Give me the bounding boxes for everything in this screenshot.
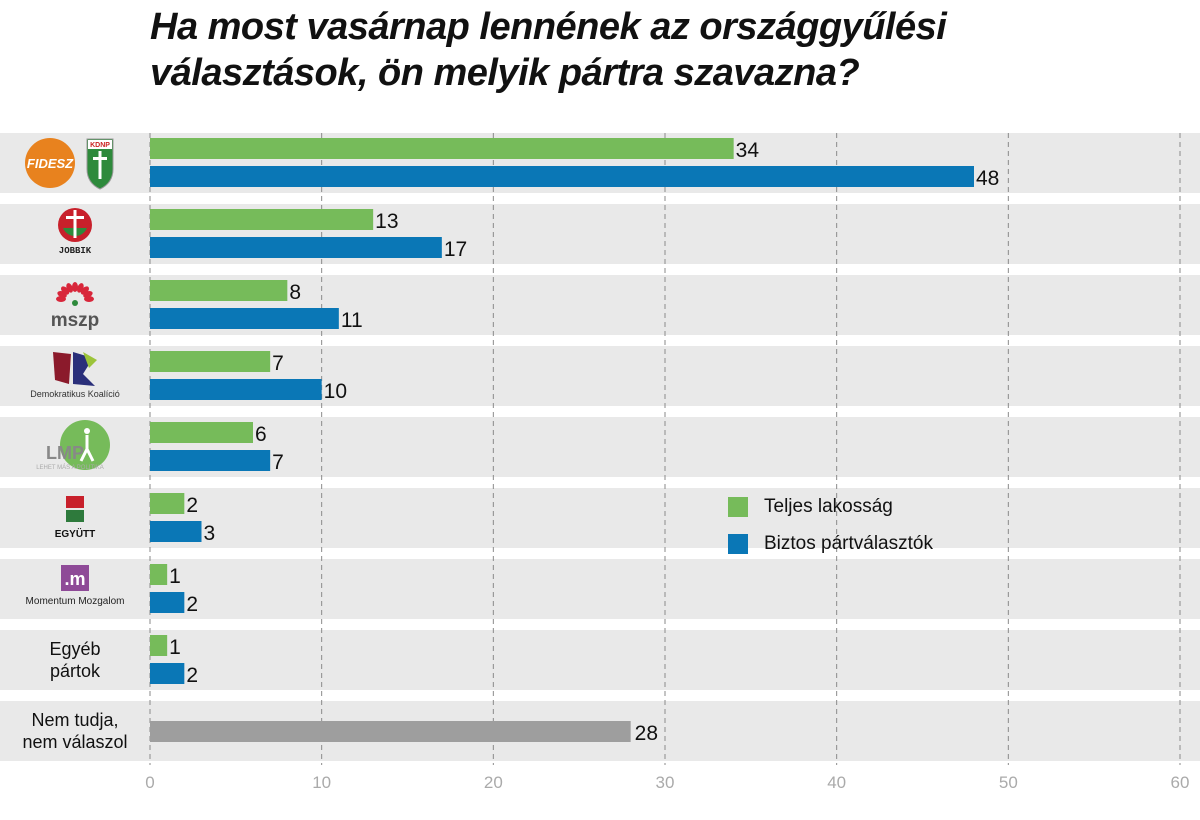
chart-title: Ha most vasárnap lennének az országgyűlé… bbox=[150, 4, 947, 96]
data-label: 11 bbox=[341, 309, 363, 332]
legend-swatch-green bbox=[728, 496, 748, 517]
bar-teljes bbox=[150, 209, 374, 230]
egyutt-text: EGYÜTT bbox=[55, 527, 96, 540]
momentum-logo: .m Momentum Mozgalom bbox=[26, 565, 125, 607]
egyutt-red bbox=[66, 496, 84, 508]
dk-text: Demokratikus Koalíció bbox=[30, 389, 120, 399]
jobbik-logo: JOBBIK bbox=[58, 208, 92, 256]
data-label: 28 bbox=[635, 722, 658, 745]
dk-logo: Demokratikus Koalíció bbox=[30, 352, 120, 399]
x-tick-label: 10 bbox=[312, 773, 331, 792]
bar-biztos bbox=[150, 166, 974, 187]
egyutt-logo: EGYÜTT bbox=[55, 496, 96, 540]
momentum-text: Momentum Mozgalom bbox=[26, 596, 125, 607]
kdnp-text: KDNP bbox=[90, 142, 110, 149]
lmp-slogan: LEHET MÁS A POLITIKA bbox=[36, 464, 104, 471]
kdnp-cross bbox=[98, 151, 102, 179]
x-tick-label: 20 bbox=[484, 773, 503, 792]
legend-item-teljes: Teljes lakosság bbox=[728, 488, 933, 525]
mszp-center bbox=[72, 300, 78, 306]
x-tick-label: 30 bbox=[656, 773, 675, 792]
x-tick-label: 40 bbox=[827, 773, 846, 792]
bar-teljes bbox=[150, 351, 271, 372]
bar-biztos bbox=[150, 379, 322, 400]
bar-teljes bbox=[150, 564, 168, 585]
bar-teljes bbox=[150, 138, 734, 159]
momentum-square bbox=[61, 565, 89, 591]
title-line-1: Ha most vasárnap lennének az országgyűlé… bbox=[150, 6, 947, 48]
data-label: 2 bbox=[186, 593, 198, 616]
category-label: Nem tudja, bbox=[31, 710, 118, 730]
legend: Teljes lakosság Biztos pártválasztók bbox=[728, 488, 933, 562]
fidesz-text: FIDESZ bbox=[27, 156, 74, 171]
legend-swatch-blue bbox=[728, 533, 748, 554]
legend-item-biztos: Biztos pártválasztók bbox=[728, 525, 933, 562]
jobbik-cross bbox=[66, 216, 84, 219]
row-band bbox=[0, 630, 1200, 690]
mszp-petal bbox=[83, 291, 93, 298]
bar-teljes bbox=[150, 422, 253, 443]
category-label: pártok bbox=[50, 661, 101, 681]
data-label: 1 bbox=[169, 636, 181, 659]
lmp-walker bbox=[84, 428, 90, 434]
category-label: Egyéb bbox=[49, 639, 100, 659]
kdnp-cross bbox=[93, 157, 107, 160]
lmp-walker bbox=[79, 435, 95, 462]
data-label: 48 bbox=[976, 167, 999, 190]
bar-teljes bbox=[150, 280, 288, 301]
bar-biztos bbox=[150, 521, 202, 542]
data-label: 10 bbox=[324, 380, 347, 403]
jobbik-text: JOBBIK bbox=[59, 246, 92, 256]
data-label: 7 bbox=[272, 451, 284, 474]
data-label: 2 bbox=[186, 494, 198, 517]
jobbik-cross bbox=[73, 210, 77, 238]
data-label: 13 bbox=[375, 210, 398, 233]
bar-biztos bbox=[150, 592, 185, 613]
dk-shape bbox=[53, 352, 71, 384]
data-label: 2 bbox=[186, 664, 198, 687]
data-label: 34 bbox=[736, 139, 760, 162]
bar-teljes bbox=[150, 493, 185, 514]
data-label: 1 bbox=[169, 565, 181, 588]
data-label: 7 bbox=[272, 352, 284, 375]
fidesz-circle bbox=[25, 138, 75, 188]
mszp-text: mszp bbox=[51, 310, 100, 331]
legend-label: Biztos pártválasztók bbox=[764, 532, 933, 554]
bar-biztos bbox=[150, 237, 442, 258]
mszp-petal bbox=[66, 283, 74, 293]
mszp-petal bbox=[84, 296, 94, 302]
mszp-logo: mszp bbox=[51, 282, 100, 331]
egyutt-green bbox=[66, 510, 84, 522]
lmp-text: LMP bbox=[46, 443, 84, 463]
data-label: 8 bbox=[289, 281, 301, 304]
lmp-circle bbox=[60, 420, 110, 470]
bar-biztos bbox=[150, 308, 339, 329]
momentum-mark: .m bbox=[64, 569, 85, 589]
legend-label: Teljes lakosság bbox=[764, 495, 893, 517]
fidesz-kdnp-logo: FIDESZ KDNP bbox=[25, 138, 114, 190]
mszp-petal bbox=[72, 282, 78, 292]
bar-biztos bbox=[150, 663, 185, 684]
data-label: 17 bbox=[444, 238, 467, 261]
kdnp-top bbox=[88, 140, 112, 149]
data-label: 6 bbox=[255, 423, 267, 446]
dk-shape bbox=[83, 352, 97, 368]
bar-teljes bbox=[150, 635, 168, 656]
x-tick-label: 60 bbox=[1171, 773, 1190, 792]
bar-undecided bbox=[150, 721, 631, 742]
category-label: nem válaszol bbox=[22, 732, 127, 752]
x-tick-label: 50 bbox=[999, 773, 1018, 792]
data-label: 3 bbox=[204, 522, 216, 545]
row-band bbox=[0, 559, 1200, 619]
title-line-2: választások, ön melyik pártra szavazna? bbox=[150, 52, 860, 94]
bar-biztos bbox=[150, 450, 271, 471]
x-tick-label: 0 bbox=[145, 773, 154, 792]
